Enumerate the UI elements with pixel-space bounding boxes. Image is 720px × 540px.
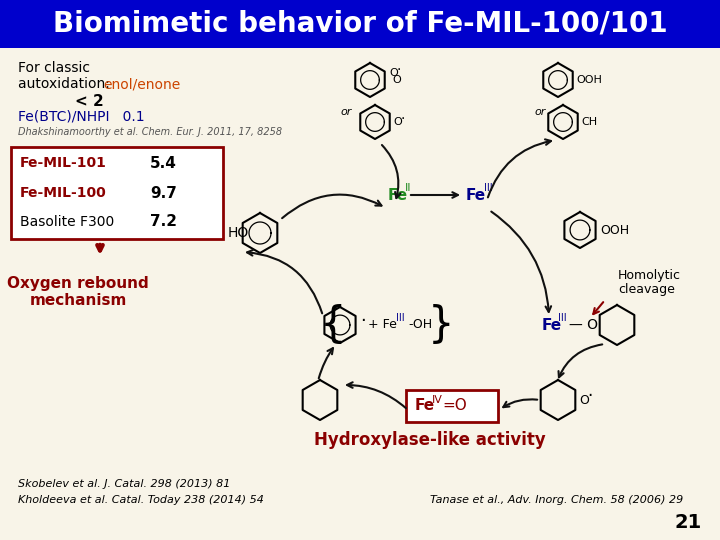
Text: Fe-MIL-100: Fe-MIL-100 — [20, 186, 107, 200]
Text: -OH: -OH — [408, 319, 432, 332]
Text: 5.4: 5.4 — [150, 156, 177, 171]
Text: Fe: Fe — [388, 187, 408, 202]
Text: — O: — O — [569, 318, 598, 332]
Text: Fe: Fe — [466, 187, 486, 202]
Text: III: III — [558, 313, 567, 323]
Text: II: II — [405, 183, 412, 193]
Text: Homolytic: Homolytic — [618, 268, 681, 281]
Text: or: or — [340, 107, 351, 117]
Text: Fe: Fe — [415, 399, 435, 414]
Text: IV: IV — [432, 395, 443, 405]
Text: Hydroxylase-like activity: Hydroxylase-like activity — [314, 431, 546, 449]
Text: autoxidation:: autoxidation: — [18, 77, 114, 91]
Text: Kholdeeva et al. Catal. Today 238 (2014) 54: Kholdeeva et al. Catal. Today 238 (2014)… — [18, 495, 264, 505]
Text: Tanase et al., Adv. Inorg. Chem. 58 (2006) 29: Tanase et al., Adv. Inorg. Chem. 58 (200… — [430, 495, 683, 505]
Text: CH: CH — [581, 117, 597, 127]
Text: O: O — [389, 68, 397, 78]
Text: Skobelev et al. J. Catal. 298 (2013) 81: Skobelev et al. J. Catal. 298 (2013) 81 — [18, 479, 230, 489]
Text: ·: · — [397, 63, 401, 77]
Text: OOH: OOH — [576, 75, 602, 85]
Text: O: O — [393, 117, 402, 127]
Text: {: { — [320, 304, 346, 346]
Text: 21: 21 — [675, 512, 702, 531]
Text: Dhakshinamoorthy et al. Chem. Eur. J. 2011, 17, 8258: Dhakshinamoorthy et al. Chem. Eur. J. 20… — [18, 127, 282, 137]
Text: =O: =O — [442, 399, 467, 414]
Text: Fe-MIL-101: Fe-MIL-101 — [20, 156, 107, 170]
Text: OOH: OOH — [600, 224, 629, 237]
Text: Biomimetic behavior of Fe-MIL-100/101: Biomimetic behavior of Fe-MIL-100/101 — [53, 10, 667, 38]
FancyBboxPatch shape — [406, 390, 498, 422]
Text: O: O — [579, 394, 589, 407]
Text: 9.7: 9.7 — [150, 186, 177, 200]
Text: ·: · — [400, 112, 405, 126]
Text: enol/enone: enol/enone — [103, 77, 180, 91]
Text: }: } — [428, 304, 454, 346]
Text: O: O — [392, 75, 401, 85]
Text: ·: · — [360, 312, 366, 330]
FancyBboxPatch shape — [11, 147, 223, 239]
Text: < 2: < 2 — [75, 93, 104, 109]
Text: III: III — [484, 183, 492, 193]
Text: III: III — [396, 313, 405, 323]
Text: + Fe: + Fe — [368, 319, 397, 332]
Text: ·: · — [587, 387, 593, 405]
Text: Fe: Fe — [542, 318, 562, 333]
Text: Oxygen rebound
mechanism: Oxygen rebound mechanism — [7, 276, 149, 308]
Text: For classic: For classic — [18, 61, 90, 75]
Text: cleavage: cleavage — [618, 284, 675, 296]
FancyBboxPatch shape — [0, 0, 720, 48]
Text: Basolite F300: Basolite F300 — [20, 215, 114, 229]
Text: 7.2: 7.2 — [150, 214, 177, 230]
Text: Fe(BTC)/NHPI   0.1: Fe(BTC)/NHPI 0.1 — [18, 109, 145, 123]
Text: or: or — [534, 107, 545, 117]
Text: HO: HO — [228, 226, 249, 240]
